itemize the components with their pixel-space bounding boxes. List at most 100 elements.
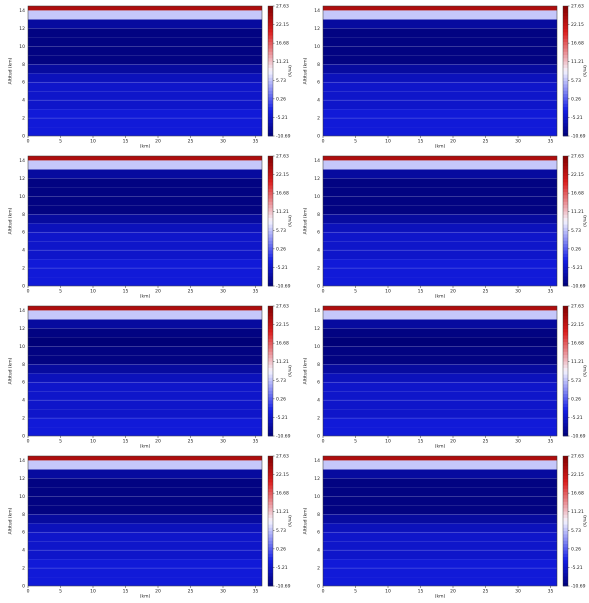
wind-band xyxy=(323,241,557,251)
colorbar-segment xyxy=(268,204,273,209)
plot-frame xyxy=(27,455,263,587)
wind-band xyxy=(323,400,557,410)
y-axis-label: Altitud (km) xyxy=(303,357,309,384)
wind-band xyxy=(323,559,557,569)
colorbar-tick-label: 16.68 xyxy=(571,191,584,197)
wind-band xyxy=(28,19,262,29)
colorbar-segment xyxy=(563,240,568,245)
x-tick-label: 10 xyxy=(385,439,391,445)
colorbar-segment xyxy=(563,403,568,408)
x-tick-label: 0 xyxy=(27,289,30,295)
colorbar-label: (m/s) xyxy=(582,65,588,77)
wind-band xyxy=(28,460,262,470)
y-axis-label: Altitud (km) xyxy=(303,207,309,234)
colorbar-segment xyxy=(563,35,568,39)
colorbar-tick-label: 22.15 xyxy=(276,22,289,28)
colorbar-segment xyxy=(268,361,273,365)
x-tick-label: 0 xyxy=(27,439,30,445)
colorbar-frame xyxy=(267,455,274,587)
colorbar-tick-label: 11.21 xyxy=(276,359,289,365)
colorbar-tick-label: 11.21 xyxy=(276,59,289,65)
y-tick-label: 12 xyxy=(19,26,25,32)
colorbar-tick-label: 22.15 xyxy=(276,472,289,478)
x-tick-label: 35 xyxy=(548,439,554,445)
colorbar-label: (m/s) xyxy=(287,65,293,77)
wind-band xyxy=(323,310,557,320)
colorbar-tick-label: -5.21 xyxy=(276,565,288,571)
colorbar-segment xyxy=(268,191,273,196)
colorbar-segment xyxy=(563,175,568,180)
x-tick-label: 30 xyxy=(220,589,226,595)
colorbar-segment xyxy=(563,530,568,535)
plot-frame xyxy=(322,305,558,437)
colorbar-segment xyxy=(268,374,273,378)
colorbar-segment xyxy=(268,527,273,532)
colorbar-segment xyxy=(268,243,273,248)
colorbar-tick-label: 5.73 xyxy=(276,78,286,84)
wind-band xyxy=(28,232,262,242)
colorbar-segment xyxy=(563,12,568,17)
x-tick-label: 0 xyxy=(27,589,30,595)
colorbar-segment xyxy=(268,403,273,408)
wind-band xyxy=(28,400,262,410)
wind-band xyxy=(28,478,262,488)
y-tick-label: 4 xyxy=(22,548,25,554)
y-tick-label: 14 xyxy=(19,158,25,164)
wind-band xyxy=(323,427,557,436)
x-axis-label: (km) xyxy=(435,444,446,450)
panel: 0 2 4 6 8 10 12 14 0 5 10 15 20 25 30 35 (km) Altitud (km… xyxy=(303,304,588,450)
panel: 0 2 4 6 8 10 12 14 0 5 10 15 20 25 30 35 (km) Altitud (km… xyxy=(303,454,588,600)
colorbar-label: (m/s) xyxy=(582,515,588,527)
x-tick-label: 25 xyxy=(483,289,489,295)
colorbar-segment xyxy=(563,423,568,427)
y-tick-label: 6 xyxy=(22,380,25,386)
wind-band xyxy=(323,28,557,38)
x-tick-label: 25 xyxy=(483,439,489,445)
colorbar-segment xyxy=(268,335,273,339)
y-tick-label: 2 xyxy=(22,116,25,122)
colorbar-segment xyxy=(268,240,273,245)
wind-band xyxy=(323,259,557,269)
wind-band xyxy=(28,10,262,20)
colorbar-segment xyxy=(563,380,568,385)
y-tick-label: 6 xyxy=(317,530,320,536)
colorbar-tick-label: 22.15 xyxy=(276,172,289,178)
colorbar-segment xyxy=(268,521,273,525)
colorbar-segment xyxy=(268,504,273,509)
wind-band xyxy=(323,505,557,515)
colorbar-segment xyxy=(268,579,273,584)
wind-band xyxy=(28,364,262,374)
wind-band xyxy=(323,346,557,356)
wind-band xyxy=(323,205,557,215)
wind-band xyxy=(28,469,262,479)
colorbar-segment xyxy=(268,282,273,287)
wind-band xyxy=(323,178,557,188)
wind-band xyxy=(28,277,262,286)
x-tick-label: 25 xyxy=(188,589,194,595)
wind-band xyxy=(28,169,262,179)
colorbar-segment xyxy=(268,423,273,427)
panel: 0 2 4 6 8 10 12 14 0 5 10 15 20 25 30 35 (km) Altitud (km… xyxy=(303,4,588,150)
wind-band xyxy=(28,205,262,215)
colorbar-segment xyxy=(563,315,568,320)
colorbar-segment xyxy=(563,234,568,238)
colorbar-segment xyxy=(268,419,273,424)
wind-band xyxy=(323,118,557,128)
colorbar-tick-label: 11.21 xyxy=(571,509,584,515)
y-tick-label: 6 xyxy=(22,80,25,86)
colorbar-segment xyxy=(268,87,273,91)
x-tick-label: 35 xyxy=(548,139,554,145)
wind-band xyxy=(323,250,557,260)
colorbar-segment xyxy=(268,74,273,78)
colorbar-segment xyxy=(563,377,568,382)
colorbar-segment xyxy=(563,9,568,13)
y-tick-label: 6 xyxy=(22,530,25,536)
colorbar-segment xyxy=(563,132,568,137)
colorbar-segment xyxy=(563,77,568,82)
x-tick-label: 5 xyxy=(59,589,62,595)
x-tick-label: 20 xyxy=(155,139,161,145)
wind-band xyxy=(28,568,262,578)
wind-band xyxy=(323,532,557,542)
colorbar-segment xyxy=(268,103,273,108)
